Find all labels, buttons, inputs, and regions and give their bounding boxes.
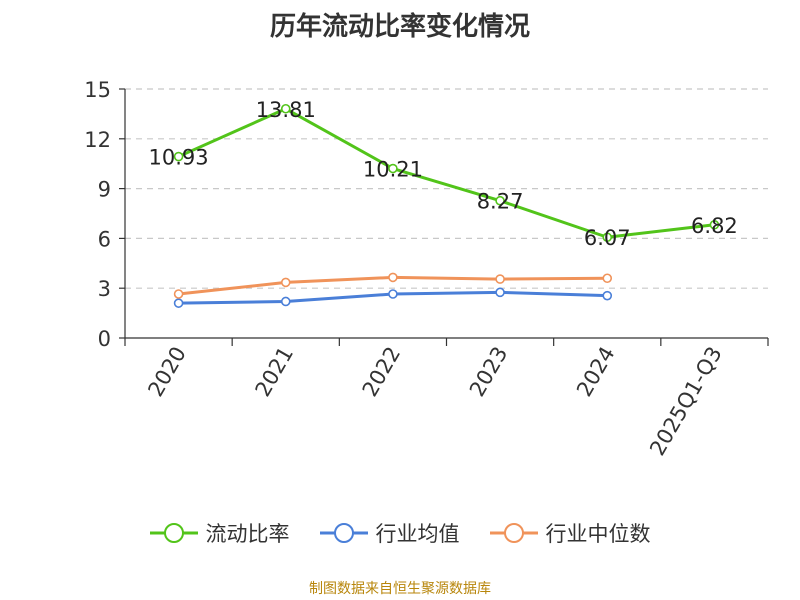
data-point [173,289,184,299]
legend-label: 行业均值 [375,522,460,546]
x-tick-label: 2020 [143,343,191,401]
chart-legend: 流动比率 行业均值 行业中位数 [0,518,800,548]
y-tick-label: 12 [84,128,111,152]
data-point [495,195,505,206]
legend-label: 行业中位数 [545,522,651,546]
data-label: 13.81 [256,98,316,122]
data-point [495,287,505,298]
chart-title: 历年流动比率变化情况 [269,12,530,42]
data-point [173,298,184,308]
legend-line-icon [489,523,538,543]
source-note: 制图数据来自恒生聚源数据库 [309,581,491,597]
data-label: 10.93 [149,146,209,170]
legend-item-industry-mean[interactable]: 行业均值 [319,518,460,548]
data-point [280,296,291,307]
y-tick-label: 9 [98,178,111,202]
x-tick-label: 2021 [251,343,299,401]
legend-line-icon [319,523,368,543]
y-tick-label: 0 [98,327,111,351]
legend-line-icon [149,523,198,543]
x-tick-label: 2023 [465,343,513,401]
data-label: 8.27 [477,190,524,214]
data-point [602,290,613,301]
x-tick-label: 2022 [358,343,406,401]
data-point [280,277,291,288]
data-label: 6.82 [691,214,738,238]
data-point [602,232,613,243]
data-point [709,219,720,230]
data-label: 10.21 [363,158,423,182]
data-point [280,103,291,114]
x-tick-label: 2024 [572,343,620,401]
data-point [388,163,398,174]
data-point [602,273,613,284]
data-point [388,272,398,283]
data-point [495,274,505,284]
legend-label: 流动比率 [205,522,290,546]
y-tick-label: 6 [98,227,111,251]
x-tick-label: 2025Q1-Q3 [645,343,727,460]
y-tick-label: 15 [84,78,111,102]
data-label: 6.07 [584,226,631,250]
y-tick-label: 3 [98,277,111,301]
legend-item-current-ratio[interactable]: 流动比率 [149,518,290,548]
data-point [173,151,184,162]
legend-item-industry-median[interactable]: 行业中位数 [489,518,651,548]
data-point [388,289,398,299]
series-line [177,107,715,239]
